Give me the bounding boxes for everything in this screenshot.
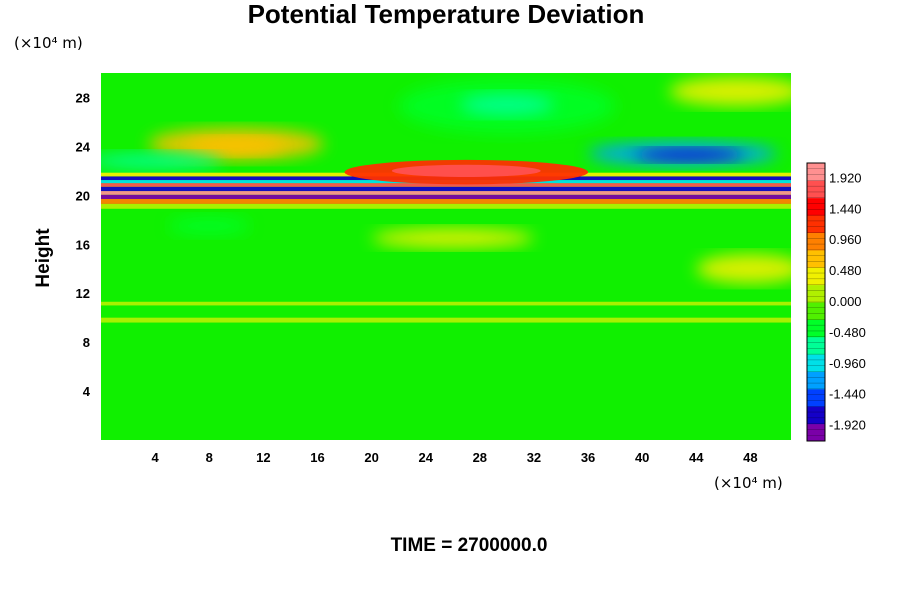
dipole-bands	[101, 159, 791, 323]
colorbar-swatch	[807, 423, 825, 442]
colorbar-frame	[806, 162, 826, 442]
x-tick-label: 12	[256, 450, 270, 465]
y-axis-title: Height	[33, 228, 54, 288]
y-tick-label: 12	[76, 286, 90, 301]
x-axis: 4 8 12 16 20 24 28 32 36 40 44 48	[152, 450, 758, 465]
anomaly-blob	[101, 152, 223, 170]
y-tick-label: 24	[76, 139, 91, 154]
colorbar-swatch	[807, 215, 825, 233]
colorbar-tick-label: -1.920	[829, 418, 866, 433]
anomaly-blob	[669, 76, 791, 107]
x-tick-label: 40	[635, 450, 649, 465]
y-tick-label: 16	[76, 237, 90, 252]
y-tick-label: 8	[83, 335, 90, 350]
plot-area	[101, 73, 791, 440]
warm-dome-core	[391, 164, 541, 177]
colorbar-tick-label: -1.440	[829, 387, 866, 402]
x-tick-label: 24	[418, 450, 433, 465]
x-tick-label: 8	[206, 450, 213, 465]
time-label: TIME = 2700000.0	[391, 535, 548, 556]
band	[101, 199, 791, 204]
anomaly-blob	[635, 148, 744, 162]
colorbar-swatch	[807, 249, 825, 268]
anomaly-blobs	[101, 76, 791, 284]
colorbar-swatch	[807, 319, 825, 338]
anomaly-blob	[371, 228, 534, 248]
y-tick-label: 28	[76, 90, 90, 105]
anomaly-blob	[188, 137, 284, 155]
colorbar-swatch	[807, 371, 825, 390]
colorbar-swatch	[807, 406, 825, 425]
colorbar-tick-label: -0.960	[829, 356, 866, 371]
anomaly-blob	[459, 93, 555, 116]
x-tick-label: 16	[310, 450, 324, 465]
band	[101, 203, 791, 209]
x-tick-label: 4	[152, 450, 160, 465]
y-unit-label: (×10⁴ m)	[14, 34, 83, 52]
colorbar-swatch	[807, 302, 825, 320]
x-tick-label: 28	[473, 450, 487, 465]
colorbar-ticks: 1.920 1.440 0.960 0.480 0.000 -0.480 -0.960 -1.…	[829, 170, 866, 432]
colorbar-tick-label: 1.440	[829, 201, 862, 216]
band	[101, 317, 791, 323]
colorbar	[806, 162, 826, 442]
anomaly-blob	[168, 216, 250, 236]
colorbar-tick-label: 0.480	[829, 263, 862, 278]
anomaly-blob	[696, 254, 791, 284]
x-tick-label: 44	[689, 450, 704, 465]
colorbar-tick-label: 1.920	[829, 170, 862, 185]
colorbar-swatch	[807, 336, 825, 355]
band	[101, 301, 791, 306]
y-axis: 4 8 12 16 20 24 28	[76, 90, 91, 399]
band	[101, 186, 791, 192]
colorbar-swatch	[807, 267, 825, 286]
colorbar-swatch	[807, 180, 825, 199]
y-tick-label: 20	[76, 188, 90, 203]
x-tick-label: 32	[527, 450, 541, 465]
x-unit-label: (×10⁴ m)	[714, 474, 783, 492]
band	[101, 191, 791, 195]
colorbar-swatch	[807, 163, 825, 181]
colorbar-tick-label: -0.480	[829, 325, 866, 340]
x-tick-label: 36	[581, 450, 595, 465]
x-tick-label: 20	[364, 450, 378, 465]
colorbar-swatch	[807, 388, 825, 407]
band	[101, 194, 791, 200]
chart-title: Potential Temperature Deviation	[248, 0, 645, 29]
colorbar-swatch	[807, 197, 825, 216]
colorbar-swatch	[807, 284, 825, 303]
colorbar-swatch	[807, 232, 825, 251]
colorbar-tick-label: 0.000	[829, 294, 862, 309]
colorbar-swatch	[807, 354, 825, 372]
band	[101, 183, 791, 187]
y-tick-label: 4	[83, 384, 91, 399]
colorbar-tick-label: 0.960	[829, 232, 862, 247]
x-tick-label: 48	[743, 450, 757, 465]
